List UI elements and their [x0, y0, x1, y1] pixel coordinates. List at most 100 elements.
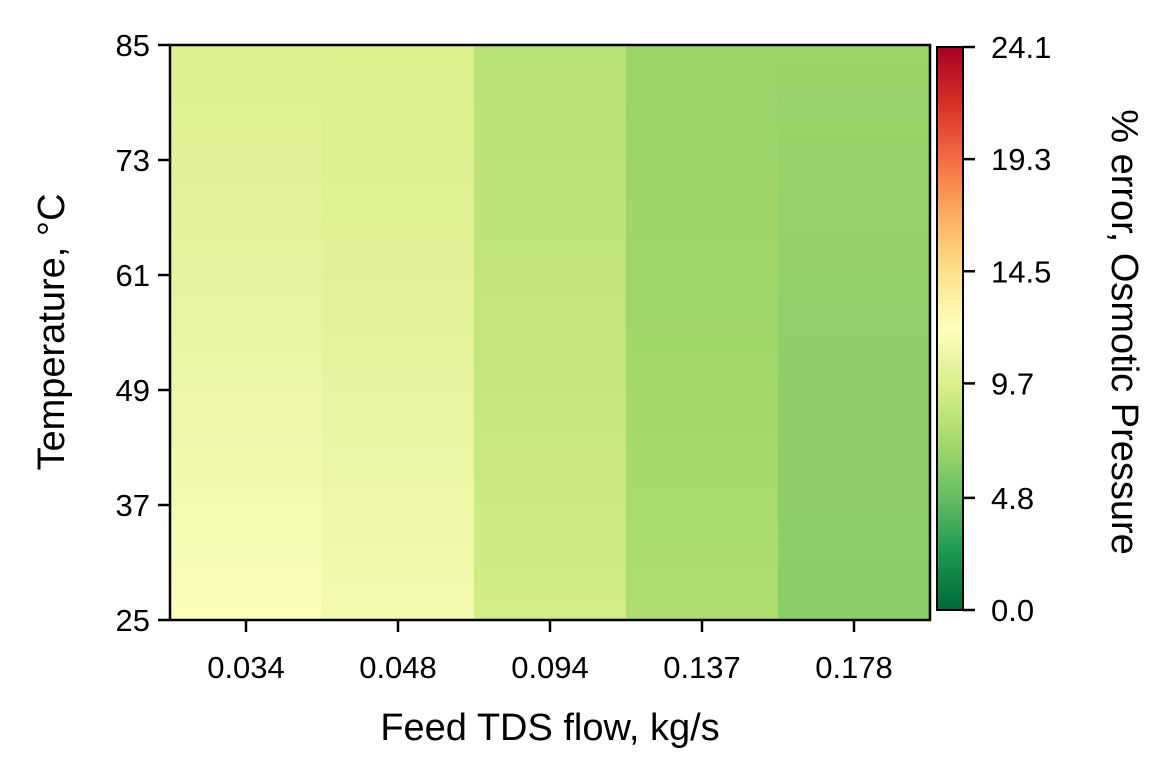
heatmap-cell: [626, 83, 779, 104]
colorbar-tick-label: 19.3: [991, 142, 1051, 177]
heatmap-cell: [170, 543, 323, 564]
heatmap-cell: [778, 45, 931, 65]
heatmap-cell: [474, 351, 627, 372]
heatmap-cell: [170, 351, 323, 372]
heatmap-cell: [626, 428, 779, 449]
heatmap-cell: [322, 505, 475, 525]
colorbar-tick-label: 24.1: [991, 30, 1051, 65]
heatmap-cell: [626, 447, 779, 468]
heatmap-cell: [322, 351, 475, 372]
x-tick-label: 0.178: [815, 650, 893, 685]
heatmap-cell: [474, 428, 627, 449]
heatmap-cell: [474, 543, 627, 564]
heatmap-cell: [322, 121, 475, 142]
heatmap-cell: [778, 179, 931, 199]
heatmap-cell: [322, 600, 475, 621]
y-tick-label: 25: [116, 603, 150, 638]
heatmap-cell: [322, 294, 475, 314]
heatmap-cell: [626, 294, 779, 314]
heatmap-cell: [322, 543, 475, 564]
y-tick-label: 61: [116, 258, 150, 293]
heatmap-cell: [170, 294, 323, 314]
heatmap-cell: [474, 600, 627, 621]
heatmap-cell: [626, 198, 779, 219]
y-tick-label: 49: [116, 373, 150, 408]
heatmap-cell: [322, 140, 475, 161]
heatmap-cell: [778, 121, 931, 142]
heatmap-cell: [170, 581, 323, 602]
heatmap-cell: [626, 524, 779, 544]
x-tick-label: 0.094: [511, 650, 589, 685]
y-tick-label: 37: [116, 488, 150, 523]
heatmap-cell: [322, 332, 475, 353]
heatmap-cell: [626, 351, 779, 372]
x-axis-label: Feed TDS flow, kg/s: [380, 707, 719, 749]
heatmap-cell: [778, 581, 931, 602]
heatmap-cell: [170, 466, 323, 487]
heatmap-cell: [170, 83, 323, 104]
heatmap-cell: [170, 198, 323, 219]
x-tick-label: 0.048: [359, 650, 437, 685]
heatmap-cell: [322, 217, 475, 238]
heatmap-cell: [778, 505, 931, 525]
heatmap-cell: [322, 179, 475, 199]
heatmap-cell: [626, 370, 779, 391]
heatmap-cell: [626, 236, 779, 257]
heatmap-cell: [778, 255, 931, 276]
heatmap-cell: [626, 45, 779, 65]
heatmap-cell: [322, 64, 475, 84]
heatmap-cell: [778, 102, 931, 123]
y-tick-label: 73: [116, 143, 150, 178]
x-tick-label: 0.034: [207, 650, 285, 685]
heatmap-cell: [474, 217, 627, 238]
heatmap-cell: [626, 275, 779, 295]
heatmap-cell: [322, 255, 475, 276]
heatmap-cell: [626, 505, 779, 525]
heatmap-cell: [474, 332, 627, 353]
heatmap-cell: [626, 581, 779, 602]
heatmap-cell: [626, 466, 779, 487]
heatmap-cell: [778, 64, 931, 84]
heatmap-cell: [170, 121, 323, 142]
heatmap-cell: [322, 102, 475, 123]
heatmap-cell: [170, 390, 323, 410]
heatmap-cell: [170, 236, 323, 257]
x-tick-label: 0.137: [663, 650, 741, 685]
heatmap-cell: [322, 466, 475, 487]
heatmap-cell: [322, 370, 475, 391]
heatmap-cell: [778, 160, 931, 180]
heatmap-cell: [626, 600, 779, 621]
heatmap-cell: [170, 332, 323, 353]
heatmap-cell: [170, 600, 323, 621]
heatmap-cell: [778, 428, 931, 449]
colorbar-tick-label: 14.5: [991, 254, 1051, 289]
heatmap-cell: [170, 524, 323, 544]
heatmap-cell: [322, 409, 475, 429]
heatmap-cell: [322, 524, 475, 544]
heatmap-cell: [778, 485, 931, 506]
heatmap-cell: [778, 409, 931, 429]
heatmap-cell: [170, 505, 323, 525]
heatmap-cell: [474, 179, 627, 199]
heatmap-cell: [322, 581, 475, 602]
heatmap-cells: [170, 45, 931, 621]
heatmap-cell: [626, 217, 779, 238]
y-axis: 25 37 49 61 73 85: [116, 28, 170, 638]
heatmap-cell: [778, 524, 931, 544]
heatmap-cell: [474, 255, 627, 276]
heatmap-cell: [778, 275, 931, 295]
heatmap-cell: [626, 64, 779, 84]
heatmap-cell: [474, 390, 627, 410]
heatmap-cell: [474, 198, 627, 219]
heatmap-cell: [170, 275, 323, 295]
heatmap-cell: [626, 485, 779, 506]
heatmap-cell: [322, 198, 475, 219]
heatmap-cell: [474, 524, 627, 544]
heatmap-cell: [474, 236, 627, 257]
heatmap-cell: [626, 332, 779, 353]
heatmap-cell: [170, 485, 323, 506]
heatmap-cell: [474, 121, 627, 142]
heatmap-cell: [778, 313, 931, 334]
heatmap-cell: [778, 447, 931, 468]
